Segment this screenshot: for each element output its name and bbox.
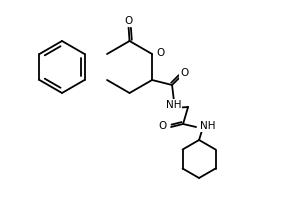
Text: NH: NH [200, 121, 216, 131]
Text: O: O [159, 121, 167, 131]
Text: NH: NH [166, 100, 182, 110]
Text: O: O [156, 48, 164, 58]
Text: O: O [180, 68, 188, 78]
Text: O: O [124, 17, 133, 26]
